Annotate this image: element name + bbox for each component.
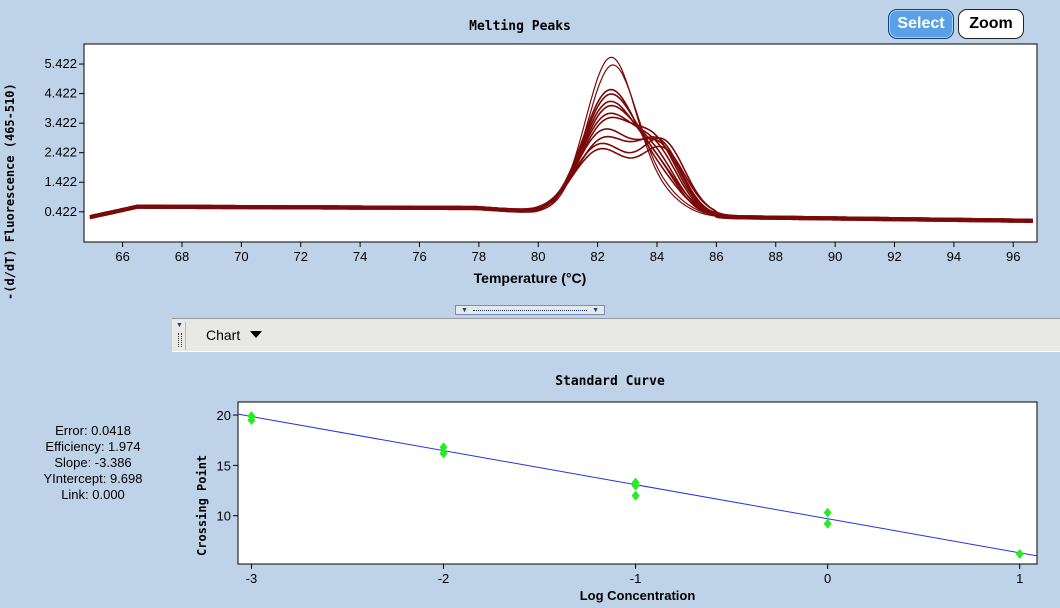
melting-x-tick-label: 88 bbox=[769, 249, 783, 264]
curve-stats: Error: 0.0418 Efficiency: 1.974 Slope: -… bbox=[18, 423, 168, 503]
standard-x-tick-label: -1 bbox=[630, 571, 642, 586]
chart-menu-label: Chart bbox=[206, 327, 241, 343]
standard-fit-line bbox=[237, 413, 1038, 557]
melting-y-tick-label: 1.422 bbox=[44, 174, 77, 189]
standard-ylabel: Crossing Point bbox=[195, 454, 209, 556]
melting-y-tick-label: 3.422 bbox=[44, 115, 77, 130]
chart-toolbar: ▼ Chart bbox=[172, 318, 1060, 352]
melting-series bbox=[89, 56, 1033, 223]
melting-curve bbox=[89, 145, 1033, 221]
stat-link: Link: 0.000 bbox=[61, 487, 125, 502]
standard-point bbox=[439, 442, 448, 453]
melting-x-tick-label: 96 bbox=[1006, 249, 1020, 264]
splitter-arrow-right-icon: ▼ bbox=[592, 306, 599, 314]
standard-point bbox=[631, 477, 640, 488]
standard-point bbox=[823, 518, 832, 529]
melting-x-tick-label: 70 bbox=[234, 249, 248, 264]
stat-yintercept: YIntercept: 9.698 bbox=[43, 471, 143, 486]
standard-fit-line-path bbox=[237, 413, 1038, 557]
melting-x-tick-label: 68 bbox=[175, 249, 189, 264]
standard-point bbox=[247, 415, 256, 426]
select-button[interactable]: Select bbox=[888, 9, 954, 39]
standard-y-axis: 20 15 10 bbox=[217, 408, 238, 524]
standard-y-tick-label: 10 bbox=[217, 509, 231, 524]
melting-x-tick-label: 72 bbox=[293, 249, 307, 264]
standard-x-tick-label: 0 bbox=[824, 571, 831, 586]
grip-arrow-icon: ▼ bbox=[176, 322, 183, 329]
standard-point bbox=[631, 490, 640, 501]
standard-x-tick-label: -2 bbox=[438, 571, 450, 586]
stat-slope: Slope: -3.386 bbox=[54, 455, 132, 470]
standard-points bbox=[247, 411, 1024, 559]
standard-xlabel: Log Concentration bbox=[579, 588, 696, 603]
grip-dots-icon bbox=[178, 333, 182, 347]
standard-x-axis: -3 -2 -1 0 1 bbox=[246, 564, 1023, 586]
splitter-handle[interactable]: ▼ ▼ bbox=[455, 305, 605, 315]
melting-x-tick-label: 92 bbox=[887, 249, 901, 264]
stat-error: Error: 0.0418 bbox=[55, 423, 131, 438]
stat-efficiency: Efficiency: 1.974 bbox=[45, 439, 141, 454]
standard-point bbox=[439, 448, 448, 459]
melting-x-tick-label: 78 bbox=[472, 249, 486, 264]
melting-x-axis: 66 68 70 72 74 76 78 80 82 84 86 88 90 92 94 96 bbox=[115, 242, 1020, 264]
standard-point bbox=[247, 411, 256, 422]
standard-point bbox=[631, 480, 640, 491]
standard-plot-area[interactable] bbox=[237, 401, 1038, 565]
melting-y-tick-label: 2.422 bbox=[44, 145, 77, 160]
standard-title: Standard Curve bbox=[555, 374, 665, 389]
melting-plot-area[interactable] bbox=[83, 43, 1038, 243]
melting-title: Melting Peaks bbox=[469, 19, 571, 34]
melting-x-tick-label: 74 bbox=[353, 249, 367, 264]
standard-point bbox=[1015, 548, 1024, 559]
standard-y-tick-label: 15 bbox=[217, 458, 231, 473]
chart-menu[interactable]: Chart bbox=[206, 327, 263, 343]
melting-x-tick-label: 94 bbox=[947, 249, 961, 264]
standard-x-tick-label: -3 bbox=[246, 571, 258, 586]
standard-y-tick-label: 20 bbox=[217, 408, 231, 423]
melting-y-tick-label: 0.422 bbox=[44, 204, 77, 219]
melting-y-tick-label: 5.422 bbox=[44, 56, 77, 71]
standard-x-tick-label: 1 bbox=[1016, 571, 1023, 586]
melting-x-tick-label: 76 bbox=[412, 249, 426, 264]
melting-x-tick-label: 66 bbox=[115, 249, 129, 264]
melting-plot[interactable]: 5.422 4.422 3.422 2.422 1.422 0.422 66 68 70 72 7… bbox=[0, 0, 1060, 280]
melting-curve bbox=[89, 135, 1033, 223]
splitter-arrow-left-icon: ▼ bbox=[461, 306, 468, 314]
melting-x-tick-label: 82 bbox=[590, 249, 604, 264]
caret-down-icon bbox=[250, 331, 263, 338]
melting-x-tick-label: 84 bbox=[650, 249, 664, 264]
melting-x-tick-label: 90 bbox=[828, 249, 842, 264]
melting-y-axis: 5.422 4.422 3.422 2.422 1.422 0.422 bbox=[44, 56, 84, 219]
melting-x-tick-label: 86 bbox=[709, 249, 723, 264]
melting-x-tick-label: 80 bbox=[531, 249, 545, 264]
toolbar-grip[interactable]: ▼ bbox=[175, 322, 186, 350]
splitter-dotline bbox=[472, 309, 588, 311]
standard-point bbox=[823, 507, 832, 518]
zoom-button[interactable]: Zoom bbox=[958, 9, 1024, 39]
melting-y-tick-label: 4.422 bbox=[44, 86, 77, 101]
melting-xlabel: Temperature (°C) bbox=[473, 270, 587, 286]
